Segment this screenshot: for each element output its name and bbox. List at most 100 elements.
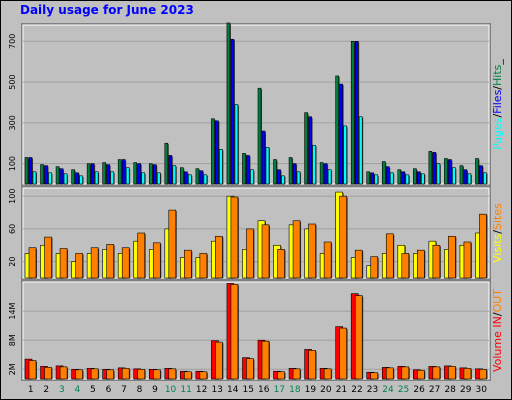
day-label-4: 4 xyxy=(74,385,80,395)
bar-pages-20 xyxy=(327,169,332,185)
day-label-24: 24 xyxy=(382,385,394,395)
bar-pages-30 xyxy=(483,172,487,185)
bar-sites-21 xyxy=(339,195,347,279)
day-label-16: 16 xyxy=(258,385,270,395)
day-label-21: 21 xyxy=(336,385,347,395)
bar-in-6 xyxy=(106,369,114,380)
bar-files-26 xyxy=(417,171,421,185)
legend-part: _ xyxy=(491,59,504,66)
bar-in-29 xyxy=(463,368,472,380)
bar-pages-11 xyxy=(188,174,192,185)
bar-sites-3 xyxy=(59,248,68,279)
bar-pages-28 xyxy=(452,167,456,185)
bar-files-11 xyxy=(184,171,188,185)
day-label-1: 1 xyxy=(28,385,34,395)
legend-part: Sites xyxy=(491,203,504,230)
bar-pages-14 xyxy=(234,104,239,185)
bar-sites-5 xyxy=(90,247,99,279)
bar-in-5 xyxy=(90,368,99,380)
legend-part: / xyxy=(491,312,504,316)
bar-files-24 xyxy=(385,166,390,185)
bar-sites-12 xyxy=(199,253,208,279)
bar-hits-21 xyxy=(335,75,339,185)
bar-sites-30 xyxy=(479,213,487,279)
tick-label: 300 xyxy=(8,115,17,130)
bar-in-2 xyxy=(44,367,52,380)
legend-part: / xyxy=(491,86,504,90)
bar-files-1 xyxy=(28,157,33,185)
bar-sites-27 xyxy=(432,244,441,279)
bar-files-10 xyxy=(168,155,173,185)
bar-sites-29 xyxy=(463,241,472,279)
bar-pages-22 xyxy=(358,116,363,185)
day-label-30: 30 xyxy=(476,385,488,395)
bar-sites-11 xyxy=(184,249,192,279)
bar-hits-4 xyxy=(71,169,75,185)
day-label-29: 29 xyxy=(460,385,472,395)
tick-label: 100 xyxy=(8,156,17,171)
series-legend-1: Visits/Sites xyxy=(491,203,504,263)
bar-files-8 xyxy=(137,163,142,185)
day-label-9: 9 xyxy=(152,385,158,395)
bar-in-19 xyxy=(308,350,316,380)
bar-in-30 xyxy=(479,368,487,380)
legend-part: Files xyxy=(491,89,504,113)
bar-pages-19 xyxy=(312,144,316,185)
legend-part: Hits xyxy=(491,64,504,86)
bar-in-27 xyxy=(432,366,441,380)
bar-pages-18 xyxy=(296,171,301,185)
day-label-13: 13 xyxy=(211,385,222,395)
bar-in-14 xyxy=(230,284,239,380)
bar-files-13 xyxy=(215,120,219,185)
bar-sites-6 xyxy=(106,244,114,279)
bar-pages-15 xyxy=(250,169,254,185)
panel-1-plot-area xyxy=(22,187,490,279)
day-label-7: 7 xyxy=(121,385,127,395)
day-label-8: 8 xyxy=(137,385,143,395)
tick-label: 100 xyxy=(8,189,17,204)
tick-label: 20 xyxy=(8,257,17,267)
bar-pages-9 xyxy=(156,172,161,185)
day-label-2: 2 xyxy=(43,385,49,395)
bar-in-11 xyxy=(184,371,192,380)
bar-sites-23 xyxy=(370,256,379,279)
bar-pages-26 xyxy=(421,173,425,185)
bar-files-22 xyxy=(354,41,359,185)
bar-pages-13 xyxy=(219,149,223,185)
bar-in-24 xyxy=(385,367,394,380)
bar-sites-25 xyxy=(401,253,410,279)
day-label-22: 22 xyxy=(351,385,362,395)
bar-in-4 xyxy=(75,369,83,380)
bar-hits-12 xyxy=(195,168,200,185)
day-label-26: 26 xyxy=(413,385,425,395)
bar-in-13 xyxy=(215,341,223,380)
tick-label: 14M xyxy=(8,302,17,319)
bar-sites-19 xyxy=(308,223,316,279)
bar-files-23 xyxy=(370,172,375,185)
tick-label: 60 xyxy=(8,224,17,234)
bar-sites-20 xyxy=(323,241,332,279)
day-label-3: 3 xyxy=(59,385,65,395)
bar-sites-28 xyxy=(448,235,456,279)
bar-sites-1 xyxy=(28,247,37,279)
bar-in-20 xyxy=(323,368,332,380)
bar-pages-16 xyxy=(265,147,270,185)
bar-pages-8 xyxy=(141,172,146,185)
bar-sites-7 xyxy=(121,247,130,279)
bar-in-16 xyxy=(261,340,270,380)
bar-pages-23 xyxy=(374,174,379,185)
day-label-18: 18 xyxy=(289,385,301,395)
legend-part: / xyxy=(491,230,504,234)
panel-2-plot-area xyxy=(22,281,490,380)
bar-files-30 xyxy=(479,165,483,185)
bar-pages-25 xyxy=(405,174,410,185)
bar-hits-20 xyxy=(319,162,324,185)
bar-pages-10 xyxy=(172,165,177,185)
bar-hits-28 xyxy=(444,158,448,185)
day-label-25: 25 xyxy=(398,385,409,395)
bar-files-5 xyxy=(90,163,95,185)
bar-in-12 xyxy=(199,371,208,380)
bar-files-12 xyxy=(199,170,204,185)
bar-hits-1 xyxy=(24,157,29,185)
